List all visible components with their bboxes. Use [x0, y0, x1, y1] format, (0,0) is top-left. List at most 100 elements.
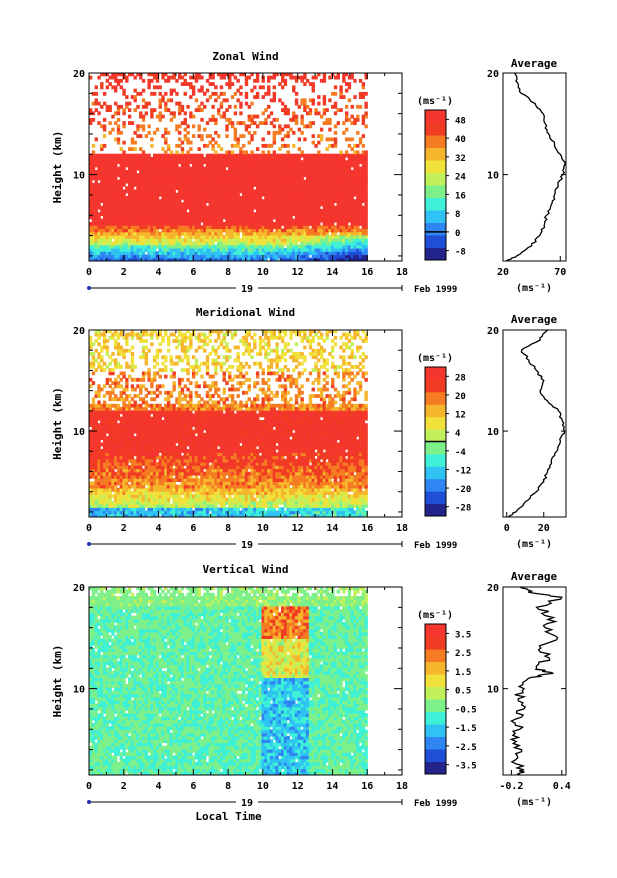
heatmap-cell	[239, 102, 242, 106]
heatmap-cell	[253, 131, 256, 135]
heatmap-cell	[300, 131, 303, 135]
heatmap-cell	[334, 92, 337, 96]
heatmap-cell	[156, 128, 159, 132]
heatmap-cell	[217, 134, 220, 138]
average-profile: Average 10 20 20 70(ms⁻¹)	[487, 57, 566, 294]
heatmap-cell	[147, 131, 150, 135]
profile-x-tick-label: 70	[554, 267, 566, 278]
x-tick-label: 8	[225, 267, 231, 278]
profile-y-tick-label: 20	[487, 69, 499, 80]
heatmap-cell	[111, 352, 114, 356]
heatmap-cell	[334, 137, 337, 141]
heatmap-cell	[267, 131, 270, 135]
heatmap-cell	[356, 131, 359, 135]
heatmap-cell	[128, 102, 131, 106]
heatmap-cell	[328, 98, 331, 102]
heatmap-cell	[178, 131, 181, 135]
y-tick-label: 10	[73, 171, 85, 182]
heatmap-cell	[134, 365, 137, 369]
heatmap-cell	[134, 147, 137, 151]
profile-x-tick-label: 20	[497, 267, 509, 278]
colorbar-tick-label: 24	[455, 173, 466, 183]
heatmap-cell	[200, 76, 203, 80]
heatmap-cell	[195, 98, 198, 102]
heatmap-cell	[220, 85, 223, 89]
heatmap-cell	[356, 115, 359, 119]
heatmap-cell	[351, 105, 354, 109]
date-label: 19	[241, 284, 253, 295]
heatmap-cell	[203, 128, 206, 132]
heatmap-cell	[214, 85, 217, 89]
heatmap-cell	[181, 147, 184, 151]
date-ruler-start	[87, 286, 91, 290]
heatmap-cell	[234, 128, 237, 132]
heatmap-cell	[362, 82, 365, 86]
heatmap-cell	[147, 124, 150, 128]
heatmap-cell	[95, 92, 98, 96]
heatmap-cell	[239, 85, 242, 89]
heatmap-cell	[312, 82, 315, 86]
heatmap-cells	[89, 329, 368, 517]
heatmap-cell	[95, 137, 98, 141]
heatmap-cell	[134, 141, 137, 145]
heatmap-cell	[142, 89, 145, 93]
heatmap-cell	[362, 134, 365, 138]
heatmap-cell	[122, 371, 125, 375]
heatmap-cell	[364, 102, 367, 106]
heatmap-cell	[225, 98, 228, 102]
heatmap-cell	[131, 346, 134, 350]
heatmap-cell	[164, 92, 167, 96]
colorbar-tick-label: 0	[455, 229, 460, 239]
heatmap-cell	[131, 121, 134, 125]
heatmap-cell	[167, 131, 170, 135]
heatmap-cell	[122, 89, 125, 93]
heatmap-cell	[364, 111, 367, 115]
heatmap-cell	[267, 85, 270, 89]
colorbar-segment	[425, 198, 446, 211]
heatmap-cell	[359, 105, 362, 109]
heatmap-cell	[345, 105, 348, 109]
heatmap-cell	[312, 98, 315, 102]
heatmap-cell	[320, 134, 323, 138]
y-axis-label: Height (km)	[51, 131, 64, 204]
heatmap-cell	[298, 137, 301, 141]
average-title: Average	[511, 57, 558, 70]
heatmap-cell	[273, 85, 276, 89]
heatmap-cell	[234, 111, 237, 115]
heatmap-cell	[242, 144, 245, 148]
heatmap-cell	[117, 137, 120, 141]
profile-x-label: (ms⁻¹)	[516, 283, 552, 294]
heatmap-cell	[92, 118, 95, 122]
colorbar-segment	[425, 248, 446, 261]
heatmap-cell	[256, 147, 259, 151]
heatmap-cell	[147, 102, 150, 106]
heatmap-cell	[200, 85, 203, 89]
heatmap-cell	[142, 79, 145, 83]
heatmap-cell	[184, 118, 187, 122]
heatmap-cell	[231, 121, 234, 125]
heatmap-cell	[362, 144, 365, 148]
heatmap-cell	[189, 147, 192, 151]
heatmap-cell	[342, 95, 345, 99]
heatmap-cell	[172, 111, 175, 115]
colorbar-segment	[425, 173, 446, 186]
profile-y-tick-label: 10	[487, 171, 499, 182]
heatmap-cell	[203, 105, 206, 109]
colorbar-tick-label: 40	[455, 135, 466, 145]
heatmap-cell	[364, 150, 367, 154]
colorbar-segment	[425, 210, 446, 223]
heatmap-cell	[236, 79, 239, 83]
heatmap-cell	[142, 124, 145, 128]
heatmap-cell	[348, 82, 351, 86]
heatmap-cell	[164, 137, 167, 141]
heatmap-cell	[125, 95, 128, 99]
heatmap-cell	[200, 134, 203, 138]
date-suffix: Feb 1999	[414, 285, 457, 295]
heatmap-cell	[339, 85, 342, 89]
colorbar-segment	[425, 123, 446, 136]
colorbar-segment	[425, 185, 446, 198]
heatmap-cell	[273, 92, 276, 96]
heatmap-cell	[292, 85, 295, 89]
